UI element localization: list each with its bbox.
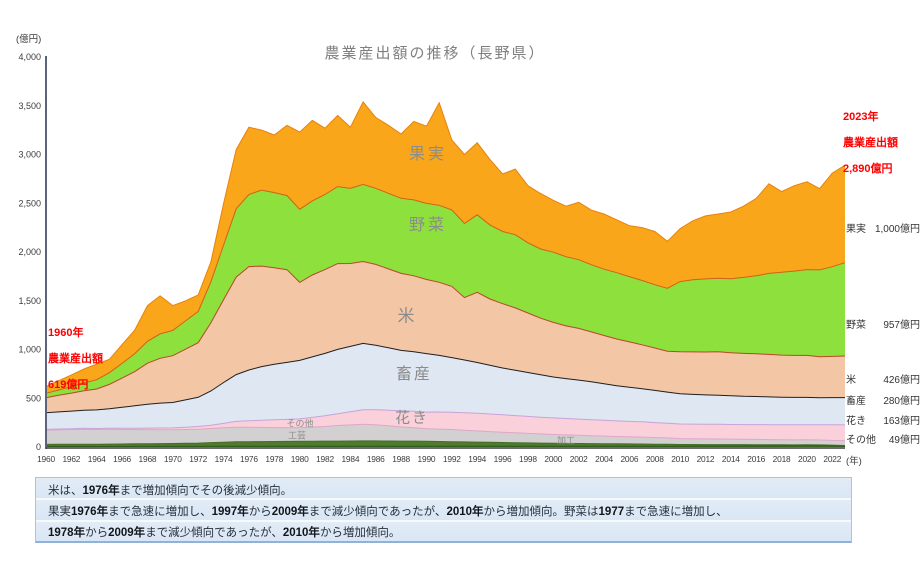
svg-text:2016: 2016 (747, 454, 765, 464)
svg-text:1982: 1982 (316, 454, 334, 464)
svg-text:2008: 2008 (646, 454, 664, 464)
svg-text:1998: 1998 (519, 454, 537, 464)
svg-text:1978: 1978 (265, 454, 283, 464)
svg-text:2018: 2018 (773, 454, 791, 464)
legend-value: 49億円 (888, 435, 920, 446)
svg-text:1,500: 1,500 (18, 296, 41, 306)
svg-text:1970: 1970 (164, 454, 182, 464)
svg-text:3,500: 3,500 (18, 101, 41, 111)
svg-text:1966: 1966 (113, 454, 131, 464)
svg-text:2002: 2002 (570, 454, 588, 464)
legend-row-vegetables: 野菜 957億円 (846, 316, 920, 331)
summary-box: 米は、1976年まで増加傾向でその後減少傾向。 果実1976年まで急速に増加し、… (35, 477, 852, 543)
annotation-2023-caption: 農業産出額 (843, 137, 898, 149)
svg-text:2004: 2004 (595, 454, 613, 464)
legend-value: 957億円 (883, 320, 920, 331)
annotation-2023-value: 2,890億円 (843, 163, 893, 175)
legend-name: その他 (846, 435, 876, 446)
svg-text:500: 500 (26, 393, 41, 403)
legend-row-others: その他 49億円 (846, 431, 920, 446)
svg-text:0: 0 (36, 442, 41, 452)
svg-text:2006: 2006 (620, 454, 638, 464)
legend-value: 1,000億円 (874, 224, 920, 235)
chart-title: 農業産出額の推移（長野県） (324, 45, 546, 62)
legend-name: 果実 (846, 224, 866, 235)
legend-row-rice: 米 426億円 (846, 371, 920, 386)
legend-value: 426億円 (883, 375, 920, 386)
summary-line-3: 1978年から2009年まで減少傾向であったが、2010年から増加傾向。 (48, 527, 401, 539)
svg-text:1996: 1996 (494, 454, 512, 464)
svg-text:3,000: 3,000 (18, 150, 41, 160)
series-label-livestock: 畜産 (395, 366, 433, 383)
x-axis-unit-label: (年) (846, 456, 862, 467)
svg-text:2012: 2012 (697, 454, 715, 464)
legend-row-livestock: 畜産 280億円 (846, 392, 920, 407)
summary-line-2: 果実1976年まで急速に増加し、1997年から2009年まで減少傾向であったが、… (48, 506, 728, 518)
stacked-area-chart: 0 500 1,000 1,500 2,000 2,500 3,000 3,500 4,000 1… (18, 52, 846, 464)
svg-text:1960: 1960 (37, 454, 55, 464)
legend-name: 花き (846, 416, 866, 427)
y-axis-unit-label: (億円) (16, 34, 42, 45)
svg-text:2022: 2022 (823, 454, 841, 464)
legend-value: 163億円 (883, 416, 920, 427)
annotation-2023-year: 2023年 (843, 111, 879, 123)
svg-text:1986: 1986 (367, 454, 385, 464)
svg-text:1988: 1988 (392, 454, 410, 464)
svg-text:1990: 1990 (418, 454, 436, 464)
series-label-processed: 加工 (556, 435, 576, 446)
svg-text:2020: 2020 (798, 454, 816, 464)
legend-row-fruit: 果実 1,000億円 (846, 220, 920, 235)
annotation-1960-year: 1960年 (48, 327, 84, 339)
svg-text:1972: 1972 (189, 454, 207, 464)
svg-text:1962: 1962 (62, 454, 80, 464)
svg-text:1994: 1994 (468, 454, 486, 464)
svg-text:1968: 1968 (139, 454, 157, 464)
annotation-2023: 2023年 農業産出額 2,890億円 (843, 104, 898, 182)
series-label-vegetables: 野菜 (408, 217, 448, 234)
legend-name: 米 (846, 375, 856, 386)
annotation-1960: 1960年 農業産出額 619億円 (48, 320, 103, 398)
legend-name: 畜産 (846, 396, 866, 407)
svg-text:1,000: 1,000 (18, 345, 41, 355)
svg-text:2000: 2000 (544, 454, 562, 464)
svg-text:1974: 1974 (215, 454, 233, 464)
svg-text:1984: 1984 (341, 454, 359, 464)
svg-text:1964: 1964 (88, 454, 106, 464)
svg-text:1976: 1976 (240, 454, 258, 464)
svg-text:2010: 2010 (671, 454, 689, 464)
legend-value: 280億円 (883, 396, 920, 407)
series-label-flowers: 花き (394, 409, 430, 427)
svg-text:1980: 1980 (291, 454, 309, 464)
summary-line-1: 米は、1976年まで増加傾向でその後減少傾向。 (48, 485, 293, 497)
svg-text:2,500: 2,500 (18, 198, 41, 208)
svg-text:4,000: 4,000 (18, 52, 41, 62)
series-label-others: その他 (286, 418, 314, 429)
svg-text:1992: 1992 (443, 454, 461, 464)
annotation-1960-value: 619億円 (48, 379, 89, 391)
annotation-1960-caption: 農業産出額 (48, 353, 103, 365)
legend-row-flowers: 花き 163億円 (846, 412, 920, 427)
series-label-industrial-crops: 工芸 (287, 430, 307, 441)
legend-name: 野菜 (846, 320, 866, 331)
series-label-fruit: 果実 (408, 146, 448, 163)
svg-text:2014: 2014 (722, 454, 740, 464)
series-label-rice: 米 (397, 306, 415, 326)
svg-text:2,000: 2,000 (18, 247, 41, 257)
